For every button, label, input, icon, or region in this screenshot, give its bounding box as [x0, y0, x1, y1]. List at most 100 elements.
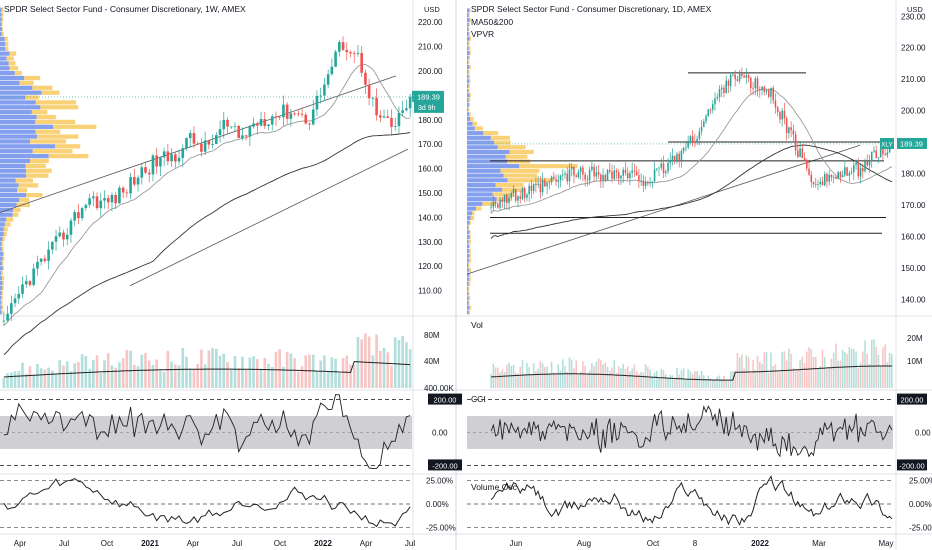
left-vp-bar-down	[55, 144, 81, 149]
left-price-tick: 220.00	[418, 18, 443, 27]
left-volume-bar	[118, 362, 121, 388]
right-vp-bar-up	[467, 46, 469, 51]
right-candle-body	[608, 170, 611, 172]
right-volume-tick: 10M	[907, 357, 923, 366]
right-volume-bar	[772, 366, 775, 388]
right-volume-bar	[725, 380, 727, 388]
right-candle-body	[723, 87, 725, 93]
right-vp-bar-down	[469, 220, 471, 225]
left-candle-body	[13, 298, 17, 304]
left-volume-bar	[17, 371, 21, 388]
right-candle-body	[499, 199, 501, 208]
right-candle-body	[564, 173, 566, 175]
right-symbol-tag	[880, 137, 894, 149]
left-volume-bar	[218, 355, 222, 388]
left-volume-bar	[155, 359, 158, 388]
left-candle-body	[356, 53, 360, 54]
right-volume-bar	[615, 372, 618, 388]
left-vp-bar-down	[17, 188, 28, 193]
left-vp-bar-up	[0, 256, 3, 261]
left-volume-bar	[226, 362, 229, 388]
right-volume-bar	[888, 352, 891, 388]
right-candle-body	[819, 181, 822, 185]
left-vp-bar-up	[0, 134, 38, 139]
left-candle-body	[80, 208, 84, 219]
left-volume-bar	[177, 365, 181, 388]
left-volume-bar	[103, 360, 106, 388]
right-candle-body	[720, 87, 723, 90]
right-vp-bar-down	[468, 225, 470, 230]
left-candle-body	[375, 97, 378, 116]
left-osc-tick: 25.00%	[426, 477, 453, 486]
right-volume-bar	[548, 373, 551, 388]
left-vp-bar-up	[0, 144, 56, 149]
right-volume-bar	[501, 369, 504, 388]
right-price-tick: 200.00	[901, 107, 926, 116]
right-candle-body	[810, 174, 813, 182]
right-candle-body	[593, 166, 595, 177]
left-volume-bar	[379, 350, 382, 388]
left-candle-body	[47, 249, 50, 262]
right-candle-body	[790, 127, 792, 131]
left-price-tag-value: 189.39	[417, 92, 440, 101]
right-vp-bar-down	[470, 215, 475, 221]
right-candle-body	[830, 174, 833, 178]
left-cci-line	[3, 394, 411, 469]
left-volume-bar	[47, 367, 50, 388]
left-vp-bar-up	[0, 61, 9, 66]
left-vp-bar-up	[0, 12, 2, 17]
left-vp-bar-up	[0, 17, 2, 22]
right-vp-bar-up	[467, 182, 496, 188]
right-volume-bar	[790, 353, 792, 388]
left-vp-bar-down	[1, 12, 4, 17]
left-candle-body	[401, 110, 404, 113]
right-candle-body	[877, 157, 880, 158]
left-vp-bar-up	[0, 149, 33, 154]
right-volume-bar	[523, 373, 526, 388]
right-candle-body	[644, 181, 647, 186]
left-vp-bar-down	[32, 149, 73, 154]
left-volume-bar	[259, 368, 263, 388]
right-candle-body	[696, 138, 698, 143]
right-candle-body	[566, 173, 569, 182]
right-vp-bar-down	[492, 192, 515, 197]
right-candle-body	[828, 174, 830, 182]
left-candle-body	[278, 116, 281, 118]
right-candle-body	[517, 196, 519, 201]
right-candle-body	[772, 87, 775, 101]
left-candle-body	[248, 126, 252, 137]
left-vp-bar-down	[1, 31, 4, 37]
right-volume-bar	[532, 363, 535, 388]
right-vp-bar-down	[469, 36, 471, 41]
right-vp-bar-down	[469, 305, 472, 310]
left-candle-body	[147, 172, 151, 175]
left-candle-body	[382, 116, 386, 118]
left-volume-bar	[263, 357, 267, 388]
left-vp-bar-up	[0, 266, 3, 271]
right-candle-body	[671, 155, 674, 160]
right-candle-body	[519, 196, 522, 199]
right-volume-bar	[835, 343, 837, 388]
left-vp-bar-up	[0, 285, 3, 290]
left-volume-bar	[297, 371, 300, 388]
right-volume-bar	[555, 374, 557, 388]
left-candle-body	[263, 118, 267, 127]
left-vp-bar-up	[0, 168, 27, 173]
left-candle-body	[252, 123, 255, 127]
right-vp-bar-up	[467, 286, 469, 291]
right-candle-body	[759, 89, 761, 91]
right-volume-tick: 20M	[907, 334, 923, 343]
left-candle-body	[155, 155, 158, 167]
right-volume-bar	[588, 370, 591, 388]
left-candle-body	[110, 195, 114, 203]
left-vp-bar-down	[37, 134, 79, 139]
left-time-tick: Oct	[101, 539, 114, 548]
left-vp-bar-up	[0, 163, 26, 168]
right-chart-title: SPDR Select Sector Fund - Consumer Discr…	[471, 4, 712, 14]
right-vp-bar-down	[468, 102, 470, 107]
right-vp-bar-down	[471, 211, 475, 216]
left-candle-body	[114, 195, 117, 204]
right-volume-bar	[879, 365, 882, 388]
right-vp-bar-up	[467, 98, 469, 103]
